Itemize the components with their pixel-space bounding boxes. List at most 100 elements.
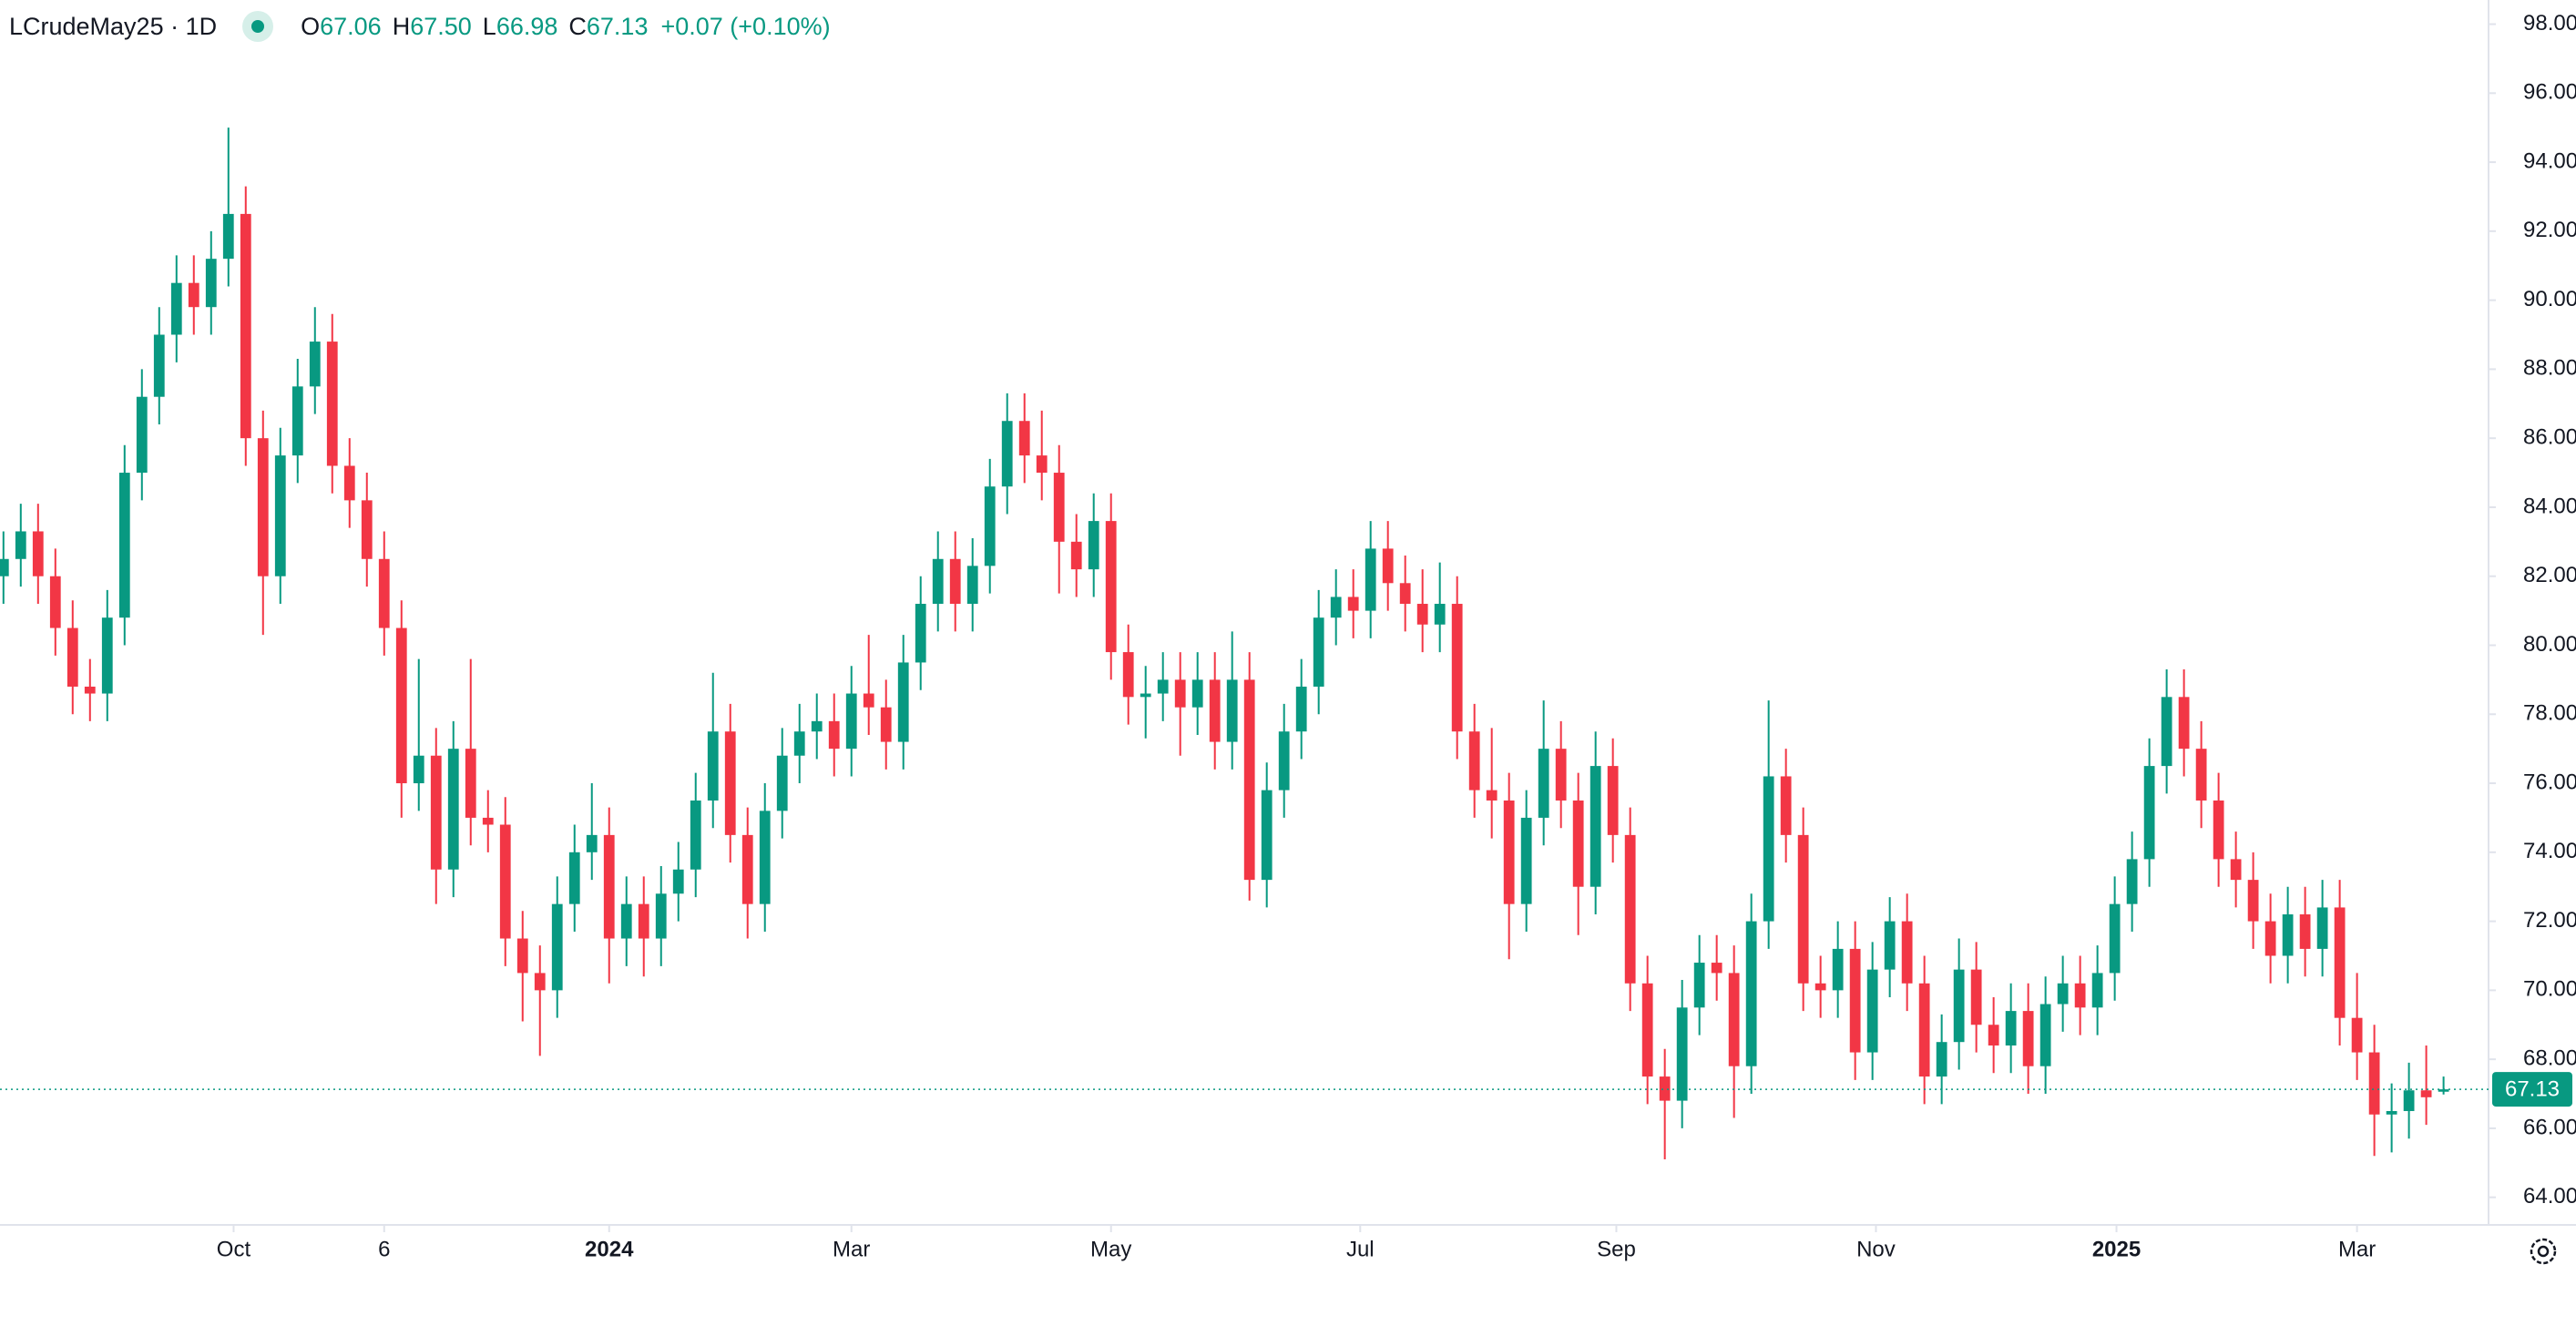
- x-tick-label: Nov: [1856, 1237, 1896, 1261]
- x-tick-label: 2025: [2092, 1237, 2141, 1261]
- y-tick-label: 72.00: [2523, 908, 2576, 933]
- candle-body: [1763, 776, 1774, 922]
- x-tick-label: Jul: [1346, 1237, 1375, 1261]
- candle-body: [2316, 907, 2328, 949]
- candle-body: [1088, 521, 1099, 570]
- candle-body: [430, 755, 442, 870]
- x-tick-label: Sep: [1597, 1237, 1636, 1261]
- candle-body: [395, 627, 407, 784]
- candle-body: [153, 334, 165, 397]
- y-tick-label: 82.00: [2523, 563, 2576, 587]
- candle-body: [932, 558, 944, 605]
- candle-body: [2264, 921, 2276, 956]
- candle-body: [1538, 749, 1549, 818]
- candle-body: [1070, 541, 1082, 570]
- candle-body: [1624, 834, 1636, 984]
- candle-body: [1451, 604, 1463, 732]
- candle-body: [361, 500, 373, 559]
- candle-body: [413, 755, 424, 784]
- candle-body: [534, 973, 546, 991]
- y-tick-label: 86.00: [2523, 425, 2576, 450]
- candle-body: [1832, 948, 1844, 991]
- candle-body: [499, 824, 511, 939]
- candle-body: [2386, 1110, 2397, 1115]
- candle-body: [2161, 697, 2172, 767]
- candle-body: [2091, 973, 2103, 1008]
- x-tick-label: 6: [378, 1237, 390, 1261]
- candle-body: [2230, 859, 2242, 881]
- candle-body: [1884, 921, 1896, 970]
- candle-body: [984, 486, 996, 566]
- candle-body: [1105, 521, 1117, 653]
- y-tick-label: 96.00: [2523, 80, 2576, 105]
- candle-body: [2299, 914, 2311, 949]
- y-tick-label: 74.00: [2523, 839, 2576, 863]
- candle-body: [378, 558, 390, 628]
- status-dot: [251, 20, 265, 33]
- ohlc-value: 66.98: [496, 12, 558, 40]
- candle-body: [2213, 800, 2224, 860]
- candle-body: [2074, 983, 2086, 1008]
- candle-body: [274, 455, 286, 576]
- y-tick-label: 80.00: [2523, 632, 2576, 657]
- candle-body: [170, 282, 182, 335]
- candle-body: [482, 817, 494, 825]
- candle-body: [2057, 983, 2069, 1005]
- market-status[interactable]: [242, 11, 274, 42]
- candle-body: [2368, 1052, 2380, 1115]
- candle-body: [845, 693, 857, 750]
- candle-body: [1382, 548, 1394, 584]
- candle-body: [32, 531, 44, 576]
- y-tick-label: 66.00: [2523, 1115, 2576, 1139]
- candle-body: [1780, 776, 1792, 835]
- x-tick-label: Oct: [217, 1237, 251, 1261]
- price-change: +0.07 (+0.10%): [660, 12, 831, 40]
- y-tick-label: 98.00: [2523, 11, 2576, 36]
- settings-icon[interactable]: [2530, 1238, 2557, 1265]
- candle-body: [1901, 921, 1913, 984]
- candle-body: [1555, 749, 1567, 801]
- y-tick-label: 90.00: [2523, 287, 2576, 311]
- candle-body: [1053, 473, 1065, 542]
- candle-body: [2247, 880, 2259, 922]
- candle-body: [690, 800, 701, 870]
- candle-body: [759, 811, 771, 904]
- candle-body: [49, 576, 61, 628]
- candle-body: [1243, 679, 1255, 881]
- candle-body: [101, 617, 113, 694]
- candle-body: [1936, 1042, 1947, 1077]
- candle-body: [1036, 455, 1048, 474]
- x-tick-label: 2024: [585, 1237, 634, 1261]
- candle-body: [1399, 583, 1411, 605]
- candle-body: [2022, 1011, 2034, 1066]
- candle-body: [811, 720, 823, 732]
- candle-body: [707, 731, 719, 801]
- y-tick-label: 68.00: [2523, 1046, 2576, 1070]
- y-tick-label: 94.00: [2523, 148, 2576, 173]
- symbol[interactable]: LCrudeMay25 · 1D: [9, 12, 218, 40]
- candle-body: [291, 386, 303, 456]
- candle-body: [205, 259, 217, 308]
- candle-body: [66, 627, 78, 687]
- ohlc-value: 67.06: [320, 12, 382, 40]
- candle-body: [516, 938, 528, 974]
- y-tick-label: 84.00: [2523, 494, 2576, 518]
- candle-body: [1676, 1007, 1688, 1101]
- last-price-label: 67.13: [2505, 1076, 2560, 1101]
- candle-body: [1261, 790, 1273, 881]
- last-price-box: [2492, 1072, 2572, 1107]
- candle-body: [309, 342, 321, 387]
- y-tick-label: 92.00: [2523, 218, 2576, 242]
- candle-body: [568, 852, 580, 904]
- candle-body: [1278, 731, 1290, 790]
- candle-body: [1866, 969, 1878, 1053]
- candle-body: [1018, 421, 1030, 456]
- candle-body: [1295, 686, 1307, 732]
- candle-body: [1797, 834, 1809, 984]
- candle-body: [1226, 679, 1238, 742]
- candle-body: [828, 720, 840, 750]
- candle-body: [1693, 963, 1705, 1008]
- candle-body: [447, 749, 459, 870]
